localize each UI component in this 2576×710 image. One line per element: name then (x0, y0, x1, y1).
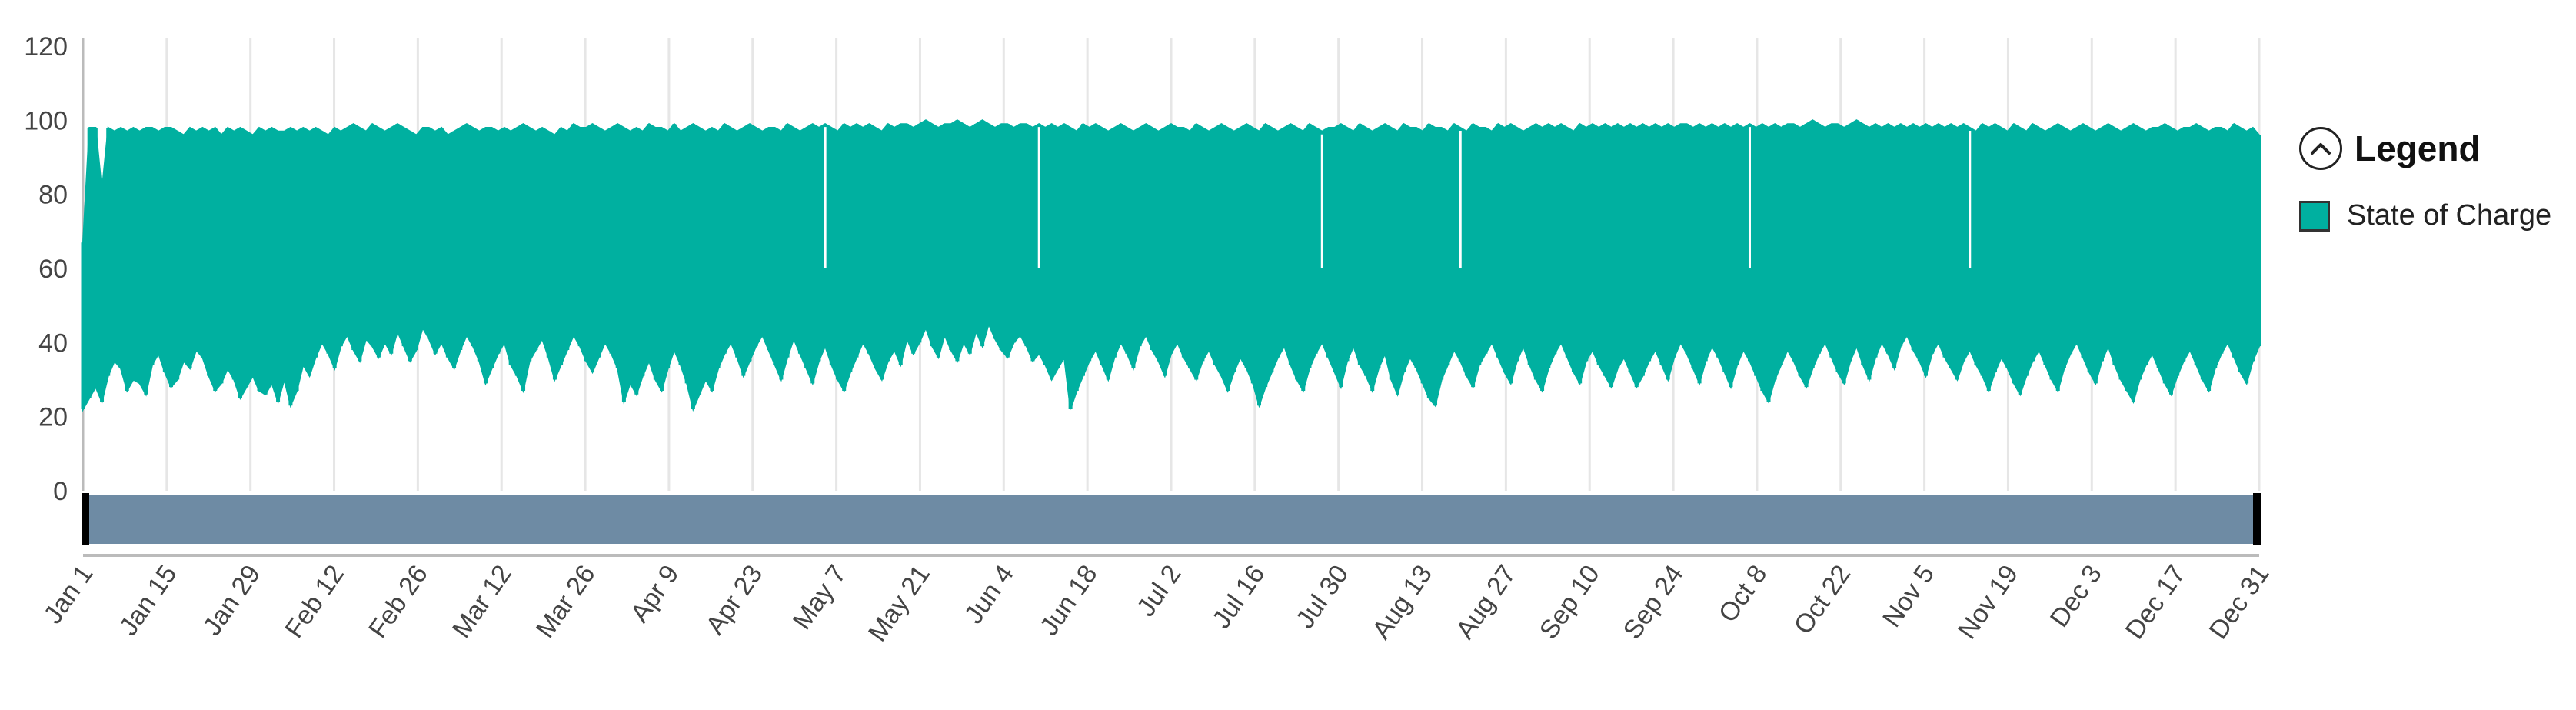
x-axis: Jan 1 Jan 15 Jan 29 Feb 12 Feb 26 Mar 12 Mar 2… (38, 554, 2275, 647)
x-tick-label: Jun 18 (1034, 560, 1103, 641)
legend-item-state-of-charge[interactable]: State of Charge (2299, 199, 2551, 232)
x-tick-label: Dec 17 (2120, 560, 2192, 645)
x-tick-label: Oct 22 (1789, 560, 1857, 640)
navigator-handle-left[interactable] (82, 493, 89, 545)
x-tick-label: Nov 19 (1952, 560, 2024, 645)
x-tick-label: Oct 8 (1713, 560, 1773, 628)
x-tick-label: Apr 23 (701, 560, 769, 640)
navigator-range-bar[interactable] (83, 495, 2259, 544)
x-tick-label: Sep 24 (1618, 560, 1689, 645)
x-tick-label: Apr 9 (625, 560, 685, 628)
legend-swatch (2299, 200, 2330, 232)
legend-header: Legend (2299, 127, 2551, 170)
y-tick-label: 80 (38, 181, 68, 210)
x-tick-label: Jul 16 (1206, 560, 1270, 634)
y-axis: 0 20 40 60 80 100 120 (24, 32, 85, 506)
x-tick-label: May 21 (863, 560, 936, 647)
x-tick-label: Jan 29 (198, 560, 267, 641)
x-tick-label: Jan 1 (38, 560, 99, 629)
y-tick-label: 20 (38, 403, 68, 432)
x-tick-label: Feb 26 (363, 560, 434, 644)
range-navigator[interactable] (82, 493, 2261, 545)
x-tick-label: Jul 2 (1131, 560, 1186, 622)
x-tick-label: Jun 4 (959, 560, 1020, 629)
y-tick-label: 60 (38, 255, 68, 284)
x-tick-label: Jul 30 (1290, 560, 1354, 634)
x-tick-label: Jan 15 (114, 560, 183, 641)
legend-title: Legend (2355, 128, 2481, 168)
legend-panel: Legend State of Charge (2299, 127, 2551, 232)
series-state-of-charge (81, 119, 2261, 412)
x-tick-label: Aug 13 (1366, 560, 1438, 645)
navigator-handle-right[interactable] (2253, 493, 2261, 545)
x-tick-label: Mar 12 (447, 560, 518, 643)
chevron-up-icon[interactable] (2299, 127, 2342, 170)
y-tick-label: 0 (53, 477, 68, 506)
legend-item-label: State of Charge (2347, 199, 2552, 232)
y-tick-label: 120 (24, 32, 68, 62)
x-tick-label: Feb 12 (279, 560, 350, 644)
x-tick-label: Sep 10 (1534, 560, 1606, 645)
x-tick-label: Mar 26 (531, 560, 601, 643)
x-tick-label: Aug 27 (1450, 560, 1522, 645)
x-tick-label: May 7 (787, 560, 852, 635)
x-tick-label: Dec 3 (2045, 560, 2108, 633)
x-tick-label: Nov 5 (1877, 560, 1940, 633)
y-tick-label: 40 (38, 328, 68, 358)
y-tick-label: 100 (24, 106, 68, 135)
x-tick-label: Dec 31 (2204, 560, 2275, 645)
